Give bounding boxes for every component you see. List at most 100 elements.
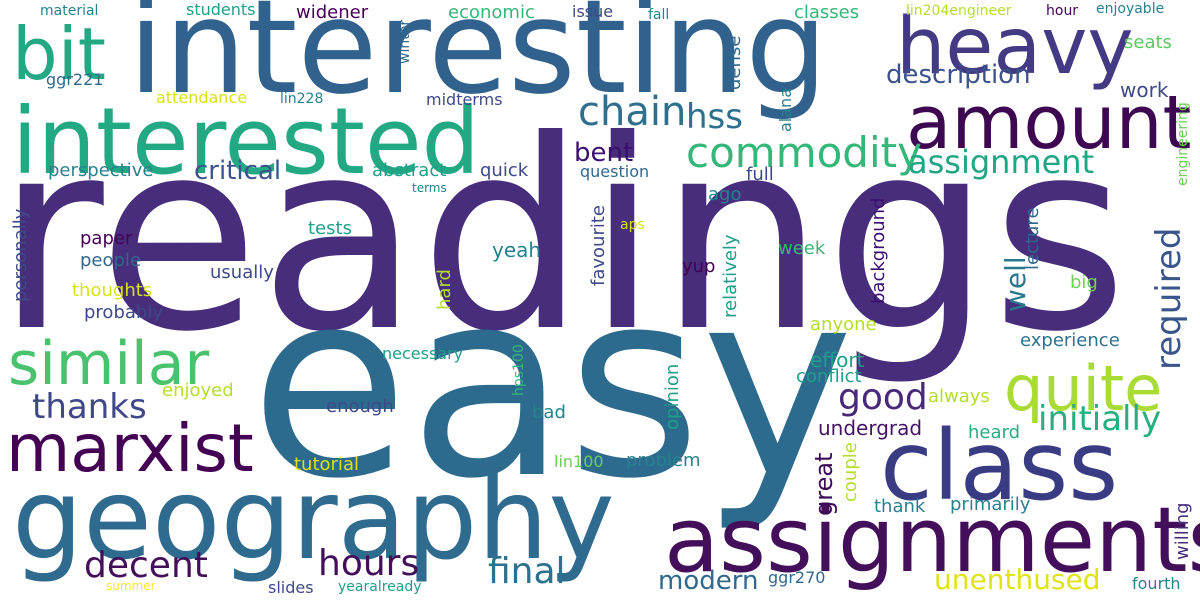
word-tutorial: tutorial bbox=[294, 454, 359, 475]
word-always: always bbox=[928, 386, 990, 407]
word-amount: amount bbox=[906, 80, 1192, 166]
word-geography: geography bbox=[12, 455, 615, 585]
word-fall: fall bbox=[648, 7, 670, 23]
word-paper: paper bbox=[80, 228, 133, 249]
word-background: background bbox=[868, 197, 889, 304]
word-yeah: yeah bbox=[492, 238, 542, 262]
word-anyone: anyone bbox=[810, 314, 877, 335]
word-thoughts: thoughts bbox=[72, 280, 153, 301]
word-aps: aps bbox=[620, 217, 645, 233]
word-etc: etc bbox=[474, 454, 503, 475]
word-students: students bbox=[186, 0, 256, 19]
word-hour: hour bbox=[1046, 3, 1079, 19]
word-thanks: thanks bbox=[32, 387, 147, 427]
word-quite: quite bbox=[1004, 352, 1163, 425]
word-personally: personally bbox=[10, 208, 31, 302]
word-yearalready: yearalready bbox=[338, 579, 422, 595]
word-enjoyable: enjoyable bbox=[1096, 1, 1165, 17]
word-favourite: favourite bbox=[588, 205, 609, 286]
word-assignments: assignments bbox=[664, 488, 1200, 593]
word-interested: interested bbox=[12, 88, 480, 195]
word-issue: issue bbox=[572, 2, 614, 21]
word-widener: widener bbox=[296, 2, 369, 23]
word-ggr270: ggr270 bbox=[768, 568, 826, 587]
word-dense: dense bbox=[724, 35, 745, 90]
word-problem: problem bbox=[626, 450, 701, 471]
word-willing: willing bbox=[1172, 502, 1193, 560]
word-question: question bbox=[580, 162, 650, 181]
word-description: description bbox=[886, 60, 1031, 90]
word-bent: bent bbox=[574, 138, 634, 168]
word-unenthused: unenthused bbox=[934, 563, 1101, 596]
word-full: full bbox=[746, 164, 774, 185]
word-people: people bbox=[80, 250, 142, 271]
word-chain: chain bbox=[578, 89, 687, 135]
word-ggr221: ggr221 bbox=[46, 70, 104, 89]
word-conflict: conflict bbox=[796, 366, 862, 387]
word-thank: thank bbox=[874, 496, 926, 517]
word-undergrad: undergrad bbox=[818, 416, 923, 440]
word-yup: yup bbox=[682, 256, 716, 277]
word-similar: similar bbox=[8, 329, 210, 399]
word-hours: hours bbox=[318, 543, 420, 584]
word-experience: experience bbox=[1020, 330, 1120, 351]
word-fourth: fourth bbox=[1132, 574, 1181, 593]
word-primarily: primarily bbox=[950, 494, 1031, 515]
word-work: work bbox=[1120, 78, 1169, 102]
word-midterms: midterms bbox=[426, 90, 503, 109]
word-abstract: abstract bbox=[372, 160, 447, 181]
word-economic: economic bbox=[448, 2, 535, 23]
word-couple: couple bbox=[840, 442, 861, 502]
word-bit: bit bbox=[12, 12, 106, 96]
word-lin100: lin100 bbox=[554, 452, 604, 471]
word-lecture: lecture bbox=[1022, 207, 1043, 270]
word-commodity: commodity bbox=[686, 128, 922, 177]
word-class: class bbox=[880, 410, 1119, 522]
word-hss: hss bbox=[686, 97, 743, 137]
word-relatively: relatively bbox=[720, 234, 741, 318]
word-lin204engineer: lin204engineer bbox=[906, 3, 1012, 19]
word-bad: bad bbox=[532, 402, 566, 423]
word-seats: seats bbox=[1124, 32, 1172, 53]
word-enough: enough bbox=[326, 396, 394, 417]
word-tests: tests bbox=[308, 218, 352, 239]
word-critical: critical bbox=[194, 156, 282, 186]
word-engineering: engineering bbox=[1175, 102, 1191, 186]
word-heavy: heavy bbox=[896, 2, 1134, 92]
word-required: required bbox=[1149, 227, 1189, 370]
word-winter: winter bbox=[397, 19, 413, 64]
word-usually: usually bbox=[210, 262, 274, 283]
word-attendance: attendance bbox=[156, 88, 248, 107]
word-summer: summer bbox=[106, 579, 156, 593]
word-hps100: hps100 bbox=[511, 344, 527, 396]
word-alana: alana bbox=[776, 88, 795, 132]
word-lin228: lin228 bbox=[280, 91, 324, 107]
word-big: big bbox=[1070, 272, 1098, 293]
word-final: final bbox=[488, 551, 566, 592]
word-necessary: necessary bbox=[382, 344, 464, 363]
word-terms: terms bbox=[412, 181, 447, 195]
word-hard: hard bbox=[434, 269, 455, 310]
word-material: material bbox=[40, 3, 99, 19]
word-classes: classes bbox=[794, 2, 860, 23]
word-heard: heard bbox=[968, 422, 1021, 443]
word-great: great bbox=[810, 452, 838, 516]
word-enjoyed: enjoyed bbox=[162, 380, 234, 401]
word-initially: initially bbox=[1038, 399, 1162, 439]
word-decent: decent bbox=[84, 545, 208, 586]
word-ago: ago bbox=[708, 184, 742, 205]
word-interesting: interesting bbox=[128, 0, 828, 123]
word-perspective: perspective bbox=[48, 160, 154, 181]
word-good: good bbox=[838, 377, 928, 418]
word-opinion: opinion bbox=[662, 363, 683, 430]
word-week: week bbox=[778, 238, 826, 259]
word-quick: quick bbox=[480, 160, 529, 181]
word-probably: probably bbox=[84, 302, 163, 323]
word-effort: effort bbox=[810, 348, 865, 372]
word-slides: slides bbox=[268, 578, 314, 597]
word-easy: easy bbox=[250, 235, 854, 535]
word-readings: readings bbox=[0, 84, 1128, 389]
word-modern: modern bbox=[658, 566, 759, 596]
word-marxist: marxist bbox=[6, 410, 254, 487]
